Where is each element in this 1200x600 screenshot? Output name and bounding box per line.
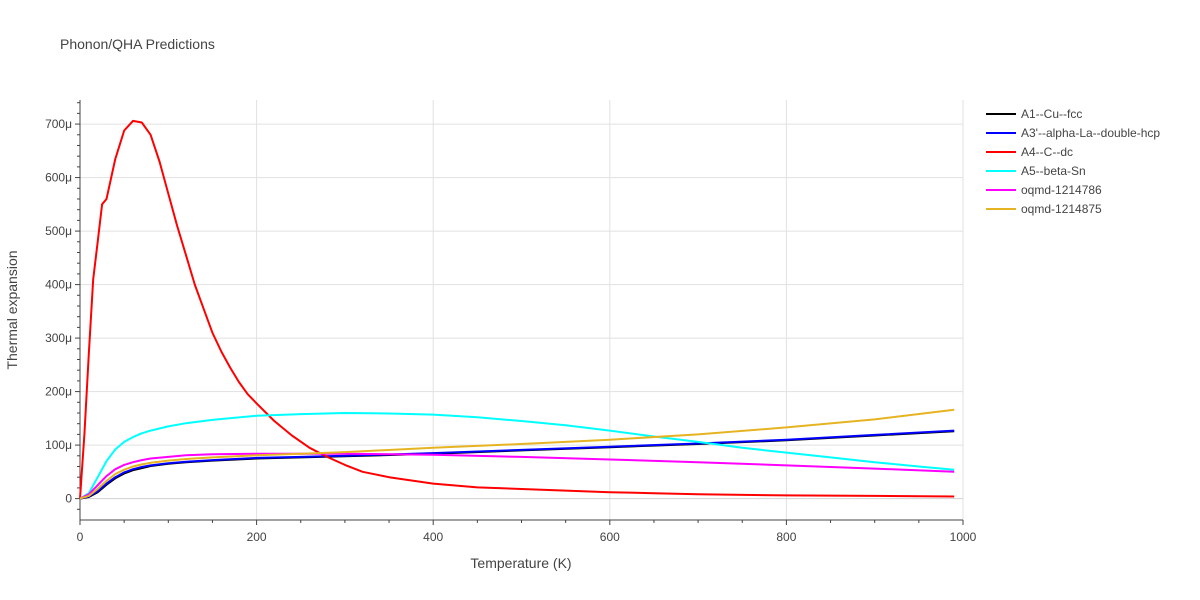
legend[interactable]: A1--Cu--fcc A3'--alpha-La--double-hcp A4--…	[986, 107, 1160, 216]
tick-label-layer: 0 200 400 600 800 1000 0 100μ 200μ 300μ 400μ 500μ 60…	[45, 117, 977, 544]
legend-item-oqmd-1214875[interactable]: oqmd-1214875	[986, 202, 1102, 216]
x-tick-label: 800	[776, 530, 796, 544]
y-tick-label: 200μ	[45, 385, 72, 399]
x-tick-label: 400	[423, 530, 443, 544]
legend-label: A4--C--dc	[1021, 145, 1073, 159]
legend-label: A5--beta-Sn	[1021, 164, 1086, 178]
legend-label: A1--Cu--fcc	[1021, 107, 1082, 121]
x-tick-label: 1000	[950, 530, 977, 544]
legend-label: oqmd-1214786	[1021, 183, 1102, 197]
series-line-oqmd-1214786	[79, 452, 955, 500]
y-tick-label: 0	[65, 492, 72, 506]
legend-item-a5-beta-sn[interactable]: A5--beta-Sn	[986, 164, 1086, 178]
axis-layer	[75, 100, 964, 525]
x-tick-label: 600	[600, 530, 620, 544]
legend-item-a1-cu-fcc[interactable]: A1--Cu--fcc	[986, 107, 1082, 121]
y-tick-label: 100μ	[45, 438, 72, 452]
y-tick-label: 400μ	[45, 278, 72, 292]
y-tick-label: 300μ	[45, 331, 72, 345]
y-tick-label: 600μ	[45, 171, 72, 185]
legend-item-a4-c-dc[interactable]: A4--C--dc	[986, 145, 1073, 159]
y-tick-label: 700μ	[45, 117, 72, 131]
x-tick-label: 0	[77, 530, 84, 544]
series-line-a5-beta-sn	[79, 412, 955, 500]
series-line-a4-c-dc	[79, 119, 955, 499]
x-tick-label: 200	[247, 530, 267, 544]
legend-item-a3-alpha-la-double-hcp[interactable]: A3'--alpha-La--double-hcp	[986, 126, 1160, 140]
chart-title: Phonon/QHA Predictions	[60, 36, 215, 52]
legend-label: oqmd-1214875	[1021, 202, 1102, 216]
series-line-oqmd-1214875	[79, 408, 955, 500]
y-axis-title: Thermal expansion	[4, 250, 20, 369]
legend-item-oqmd-1214786[interactable]: oqmd-1214786	[986, 183, 1102, 197]
grid-layer	[80, 100, 964, 520]
series-line-a3-alpha-la-double-hcp	[79, 429, 955, 500]
legend-label: A3'--alpha-La--double-hcp	[1021, 126, 1160, 140]
series-layer	[79, 119, 955, 500]
x-axis-title: Temperature (K)	[470, 555, 571, 571]
y-tick-label: 500μ	[45, 224, 72, 238]
